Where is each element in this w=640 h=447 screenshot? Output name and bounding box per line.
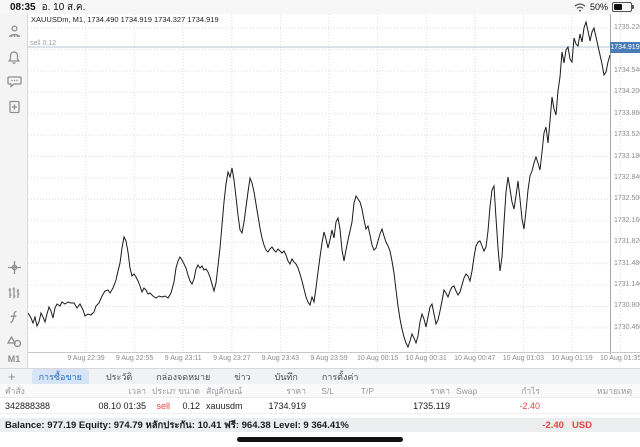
status-date: อ. 10 ส.ค. (41, 1, 86, 13)
col-open-price: ราคา (286, 385, 306, 396)
time-tick-label: 9 Aug 23:43 (261, 355, 300, 362)
profit-currency: USD (571, 419, 592, 431)
clock: 08:35 (10, 1, 36, 13)
home-indicator[interactable] (237, 437, 403, 442)
add-tab-icon[interactable]: + (8, 368, 16, 384)
open-position-label: sell 0.12 (30, 40, 57, 47)
time-tick-label: 10 Aug 00:47 (454, 355, 496, 362)
price-tick-label: 1735.220 (614, 24, 640, 32)
wifi-icon (574, 3, 586, 12)
position-current-price: 1735.119 (413, 400, 450, 411)
tab-trade[interactable]: การซื้อขาย (31, 368, 89, 385)
account-icon[interactable] (0, 20, 28, 42)
timeframe-button[interactable]: M1 (7, 354, 21, 364)
price-tick-label: 1732.160 (614, 216, 640, 224)
price-tick-label: 1731.820 (614, 238, 640, 246)
price-axis-border (610, 14, 611, 354)
col-tp: T/P (360, 385, 374, 396)
tab-news[interactable]: ข่าว (234, 371, 251, 382)
time-tick-label: 10 Aug 01:35 (599, 355, 640, 362)
account-summary-bar: Balance: 977.19 Equity: 974.79 หลักประกั… (0, 418, 640, 432)
price-tick-label: 1731.140 (614, 281, 640, 289)
position-open-price: 1734.919 (268, 400, 306, 411)
price-tick-label: 1734.540 (614, 66, 640, 74)
indicators-icon[interactable] (0, 306, 28, 328)
objects-icon[interactable] (0, 330, 28, 352)
price-tick-label: 1731.480 (614, 259, 640, 267)
time-tick-label: 9 Aug 22:55 (115, 355, 154, 362)
new-order-icon[interactable] (0, 96, 28, 118)
chart-type-icon[interactable] (0, 282, 28, 304)
notifications-icon[interactable] (0, 46, 28, 68)
col-size: ขนาด (178, 385, 200, 396)
time-tick-label: 10 Aug 00:15 (356, 355, 399, 362)
tab-journal[interactable]: บันทึก (274, 371, 298, 382)
price-tick-label: 1730.460 (614, 323, 640, 331)
price-tick-label: 1732.500 (614, 195, 640, 203)
col-order: คำสั่ง (5, 385, 25, 396)
crosshair-icon[interactable] (0, 256, 28, 278)
col-swap: Swap (456, 385, 478, 396)
home-area (0, 432, 640, 447)
price-tick-label: 1734.200 (614, 88, 640, 96)
col-symbol: สัญลักษณ์ (206, 385, 243, 396)
toolbar-sidebar: M1 (0, 14, 28, 368)
price-tick-label: 1732.840 (614, 173, 640, 181)
symbol-ohlc-label: XAUUSDm, M1, 1734.490 1734.919 1734.327 … (31, 15, 219, 24)
col-sl: S/L (321, 385, 334, 396)
time-axis-border (28, 352, 640, 353)
tab-history[interactable]: ประวัติ (105, 371, 133, 382)
tab-settings[interactable]: การตั้งค่า (321, 371, 359, 382)
time-tick-label: 10 Aug 01:19 (551, 355, 593, 362)
col-type: ประเภท (152, 385, 176, 396)
col-time: เวลา (128, 385, 146, 396)
orders-table-header: คำสั่ง เวลา ประเภท ขนาด สัญลักษณ์ ราคา S… (0, 384, 640, 398)
chat-icon[interactable] (0, 70, 28, 92)
battery-icon (612, 2, 634, 12)
position-order-id: 342888388 (5, 400, 51, 411)
total-profit: -2.40 (542, 419, 564, 431)
position-symbol: xauusdm (206, 400, 243, 411)
time-tick-label: 9 Aug 23:27 (213, 355, 251, 362)
battery-percent: 50% (589, 2, 608, 12)
price-tick-label: 1733.180 (614, 152, 640, 160)
status-bar: 08:35 อ. 10 ส.ค. 50% (0, 0, 640, 14)
position-time: 08.10 01:35 (98, 400, 146, 411)
position-profit: -2.40 (519, 400, 540, 411)
col-profit: กำไร (521, 385, 540, 396)
price-tick-label: 1733.520 (614, 131, 640, 139)
col-comment: หมายเหตุ (597, 385, 632, 396)
time-tick-label: 9 Aug 23:59 (310, 355, 348, 362)
position-size: 0.12 (182, 400, 200, 411)
time-tick-label: 10 Aug 01:03 (502, 355, 545, 362)
current-price-badge: 1734.919 (610, 41, 640, 53)
time-tick-label: 10 Aug 00:31 (405, 355, 447, 362)
time-tick-label: 9 Aug 22:39 (67, 355, 105, 362)
account-summary: Balance: 977.19 Equity: 974.79 หลักประกั… (5, 419, 349, 431)
position-row[interactable]: 342888388 08.10 01:35 sell 0.12 xauusdm … (0, 398, 640, 414)
tab-mailbox[interactable]: กล่องจดหมาย (156, 371, 211, 382)
bottom-dock: + การซื้อขาย ประวัติ กล่องจดหมาย ข่าว บั… (0, 368, 640, 385)
col-price: ราคา (430, 385, 450, 396)
position-type: sell (156, 400, 170, 411)
chart-area[interactable] (28, 14, 640, 368)
price-tick-label: 1733.860 (614, 109, 640, 117)
price-tick-label: 1730.800 (614, 302, 640, 310)
time-tick-label: 9 Aug 23:11 (164, 355, 202, 362)
